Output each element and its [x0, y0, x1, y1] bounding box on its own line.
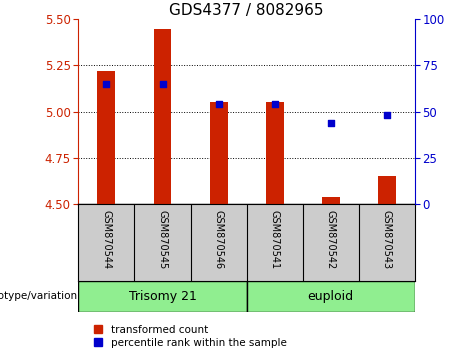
Text: euploid: euploid: [307, 290, 354, 303]
Bar: [97, 71, 115, 204]
Text: GSM870544: GSM870544: [101, 210, 112, 269]
Point: [103, 81, 110, 87]
Text: genotype/variation: genotype/variation: [0, 291, 77, 302]
Text: GSM870541: GSM870541: [270, 210, 280, 269]
FancyBboxPatch shape: [247, 281, 415, 312]
FancyBboxPatch shape: [78, 281, 247, 312]
Point: [327, 120, 334, 125]
Title: GDS4377 / 8082965: GDS4377 / 8082965: [169, 3, 324, 18]
Text: GSM870543: GSM870543: [382, 210, 392, 269]
Bar: [378, 176, 396, 204]
Text: GSM870546: GSM870546: [213, 210, 224, 269]
Point: [215, 101, 222, 107]
Bar: [154, 29, 171, 204]
Legend: transformed count, percentile rank within the sample: transformed count, percentile rank withi…: [93, 324, 287, 349]
Point: [271, 101, 278, 107]
Bar: [322, 197, 340, 204]
Text: Trisomy 21: Trisomy 21: [129, 290, 196, 303]
Point: [383, 112, 390, 118]
Bar: [210, 102, 228, 204]
Point: [159, 81, 166, 87]
Text: GSM870542: GSM870542: [326, 210, 336, 269]
Bar: [266, 102, 284, 204]
Text: GSM870545: GSM870545: [158, 210, 167, 269]
